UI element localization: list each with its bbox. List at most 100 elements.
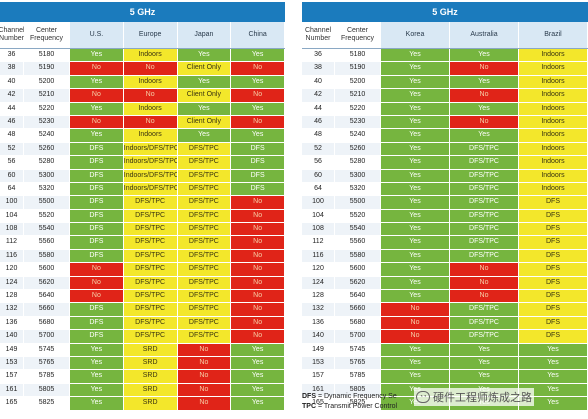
table-row: 124 5620 No DFS/TPC DFS/TPC No bbox=[0, 276, 285, 291]
legend-tpc-text: = Transmit Power Control bbox=[316, 403, 398, 410]
table-row: 128 5640 Yes No DFS bbox=[302, 290, 588, 304]
status-cell: Yes bbox=[231, 397, 285, 410]
status-cell: Indoors bbox=[123, 102, 178, 115]
status-cell: DFS/TPC bbox=[450, 182, 519, 196]
status-cell: No bbox=[70, 115, 124, 129]
header-australia: Australia bbox=[450, 22, 519, 48]
status-cell: Yes bbox=[381, 249, 450, 263]
status-cell: DFS/TPC bbox=[123, 209, 178, 223]
status-cell: DFS bbox=[70, 182, 124, 196]
channel-number-cell: 124 bbox=[302, 276, 335, 290]
status-cell: DFS bbox=[231, 182, 285, 196]
status-cell: No bbox=[123, 62, 178, 75]
center-frequency-cell: 5220 bbox=[24, 102, 70, 115]
channel-number-cell: 60 bbox=[302, 169, 335, 182]
channel-number-cell: 46 bbox=[0, 115, 24, 129]
status-cell: Indoors bbox=[519, 75, 588, 89]
channel-number-cell: 36 bbox=[302, 49, 335, 62]
center-frequency-cell: 5805 bbox=[335, 383, 381, 397]
status-cell: DFS/TPC bbox=[123, 303, 178, 316]
center-frequency-cell: 5620 bbox=[24, 276, 70, 290]
status-cell: Indoors bbox=[519, 115, 588, 129]
status-cell: No bbox=[450, 290, 519, 303]
table-row: 140 5700 No DFS/TPC DFS bbox=[302, 330, 588, 344]
table-header-row: Channel Number Center Frequency Korea Au… bbox=[302, 22, 588, 49]
channel-number-cell: 132 bbox=[0, 303, 24, 316]
status-cell: Yes bbox=[381, 290, 450, 303]
status-cell: Yes bbox=[381, 263, 450, 276]
status-cell: DFS/TPC bbox=[177, 276, 232, 290]
center-frequency-cell: 5700 bbox=[24, 330, 70, 343]
center-frequency-cell: 5765 bbox=[24, 356, 70, 370]
status-cell: DFS bbox=[519, 290, 588, 303]
table-row: 124 5620 Yes No DFS bbox=[302, 276, 588, 291]
status-cell: Yes bbox=[381, 236, 450, 249]
center-frequency-cell: 5540 bbox=[24, 223, 70, 236]
status-cell: No bbox=[381, 316, 450, 330]
channel-number-cell: 36 bbox=[0, 49, 24, 62]
table-row: 52 5260 DFS Indoors/DFS/TPC DFS/TPC DFS bbox=[0, 142, 285, 157]
channel-number-cell: 153 bbox=[302, 356, 335, 370]
table-row: 46 5230 Yes No Indoors bbox=[302, 115, 588, 130]
status-cell: No bbox=[381, 330, 450, 343]
table-row: 44 5220 Yes Indoors Yes Yes bbox=[0, 102, 285, 116]
status-cell: DFS/TPC bbox=[123, 236, 178, 249]
channel-number-cell: 108 bbox=[0, 223, 24, 236]
center-frequency-cell: 5660 bbox=[335, 303, 381, 316]
status-cell: DFS bbox=[519, 316, 588, 330]
channel-number-cell: 52 bbox=[302, 142, 335, 156]
status-cell: No bbox=[123, 115, 178, 129]
status-cell: Yes bbox=[450, 75, 519, 89]
status-cell: No bbox=[177, 397, 232, 410]
status-cell: DFS/TPC bbox=[177, 196, 232, 209]
status-cell: Yes bbox=[381, 356, 450, 370]
status-cell: SRD bbox=[123, 370, 178, 383]
status-cell: No bbox=[231, 236, 285, 249]
channel-number-cell: 112 bbox=[302, 236, 335, 249]
status-cell: Yes bbox=[381, 169, 450, 182]
status-cell: No bbox=[70, 276, 124, 290]
header-europe: Europe bbox=[123, 22, 178, 48]
status-cell: No bbox=[231, 249, 285, 263]
status-cell: Yes bbox=[381, 49, 450, 62]
status-cell: DFS/TPC bbox=[177, 182, 232, 196]
status-cell: No bbox=[123, 89, 178, 102]
status-cell: No bbox=[70, 263, 124, 276]
status-cell: DFS/TPC bbox=[450, 249, 519, 263]
channel-number-cell: 132 bbox=[302, 303, 335, 316]
status-cell: DFS/TPC bbox=[177, 156, 232, 169]
center-frequency-cell: 5660 bbox=[24, 303, 70, 316]
status-cell: Yes bbox=[450, 356, 519, 370]
status-cell: No bbox=[231, 196, 285, 209]
center-frequency-cell: 5210 bbox=[24, 89, 70, 102]
center-frequency-cell: 5300 bbox=[24, 169, 70, 182]
status-cell: SRD bbox=[123, 343, 178, 356]
table-row: 56 5280 Yes DFS/TPC Indoors bbox=[302, 156, 588, 170]
center-frequency-cell: 5680 bbox=[24, 316, 70, 330]
status-cell: DFS/TPC bbox=[450, 303, 519, 316]
status-cell: DFS/TPC bbox=[123, 223, 178, 236]
status-cell: DFS/TPC bbox=[177, 236, 232, 249]
center-frequency-cell: 5620 bbox=[335, 276, 381, 290]
status-cell: DFS/TPC bbox=[177, 330, 232, 343]
status-cell: DFS bbox=[70, 156, 124, 169]
center-frequency-cell: 5260 bbox=[335, 142, 381, 156]
table-row: 136 5680 No DFS/TPC DFS bbox=[302, 316, 588, 331]
status-cell: Indoors/DFS/TPC bbox=[123, 169, 178, 182]
status-cell: DFS/TPC bbox=[123, 330, 178, 343]
center-frequency-cell: 5600 bbox=[24, 263, 70, 276]
status-cell: Indoors bbox=[519, 129, 588, 142]
status-cell: DFS/TPC bbox=[177, 316, 232, 330]
status-cell: No bbox=[70, 290, 124, 303]
center-frequency-cell: 5240 bbox=[335, 129, 381, 142]
table-row: 112 5560 Yes DFS/TPC DFS bbox=[302, 236, 588, 250]
table-row: 132 5660 No DFS/TPC DFS bbox=[302, 303, 588, 317]
center-frequency-cell: 5785 bbox=[24, 370, 70, 383]
header-china: China bbox=[231, 22, 285, 48]
header-channel-number: Channel Number bbox=[0, 22, 25, 48]
status-cell: Yes bbox=[70, 370, 124, 383]
status-cell: DFS/TPC bbox=[450, 236, 519, 249]
center-frequency-cell: 5500 bbox=[335, 196, 381, 209]
status-cell: No bbox=[450, 276, 519, 290]
status-cell: DFS/TPC bbox=[123, 196, 178, 209]
